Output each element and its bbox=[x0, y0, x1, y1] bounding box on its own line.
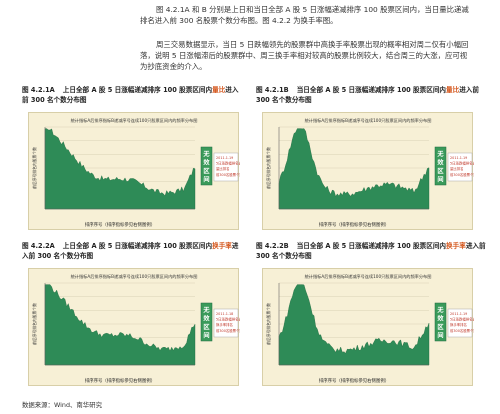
chart-title: 统计指标A后排序指标B递减序号连续100只股票区间内的频率分布图 bbox=[71, 273, 198, 280]
legend-invalid-char: 无 bbox=[202, 307, 210, 314]
chart-title: 统计指标A后排序指标B递减序号连续100只股票区间内的频率分布图 bbox=[305, 273, 432, 280]
annotation-text: 5日涨跌幅排名递减 bbox=[216, 161, 240, 166]
data-source-note: 数据来源：Wind、南华研究 bbox=[22, 401, 102, 409]
legend-invalid-char: 区 bbox=[203, 167, 210, 175]
annotation-text: 换手率排名 bbox=[216, 322, 233, 327]
legend-invalid-char: 间 bbox=[437, 176, 443, 184]
distribution-area bbox=[44, 284, 196, 366]
annotation-text: 2011.1.19 bbox=[450, 156, 467, 160]
annotation-text: 量比排名 bbox=[450, 166, 464, 171]
annotation-text: 5日涨跌幅排名递减 bbox=[216, 317, 240, 322]
annotation-box bbox=[213, 308, 239, 338]
chart-4-2-1a: 统计指标A后排序指标B递减序号连续100只股票区间内的频率分布图前后序号排名内股… bbox=[32, 117, 240, 228]
x-axis-label: 排序序号（排序指标参见右侧图例） bbox=[319, 221, 389, 228]
legend-invalid-char: 间 bbox=[203, 332, 209, 340]
y-axis-label: 前后序号排名内股票个数 bbox=[266, 147, 271, 189]
annotation-text: 5日涨跌幅排名递减 bbox=[450, 317, 474, 322]
y-axis-label: 前后序号排名内股票个数 bbox=[32, 147, 37, 189]
x-axis-label: 排序序号（排序指标参见右侧图例） bbox=[319, 377, 389, 384]
annotation-text: 2011.1.19 bbox=[216, 156, 233, 160]
annotation-text: 2011.1.18 bbox=[216, 312, 233, 316]
legend-invalid-box bbox=[434, 302, 447, 342]
chart-panel-4-2-1a: 统计指标A后排序指标B递减序号连续100只股票区间内的频率分布图前后序号排名内股… bbox=[28, 112, 240, 230]
legend-invalid-char: 无 bbox=[436, 307, 444, 314]
legend-invalid-box bbox=[200, 146, 213, 186]
chart-panel-4-2-2a: 统计指标A后排序指标B递减序号连续100只股票区间内的频率分布图前后序号排名内股… bbox=[28, 268, 240, 386]
x-axis-label: 排序序号（排序指标参见右侧图例） bbox=[85, 221, 155, 228]
x-axis-label: 排序序号（排序指标参见右侧图例） bbox=[85, 377, 155, 384]
distribution-area bbox=[278, 128, 430, 210]
distribution-area bbox=[278, 284, 430, 366]
legend-invalid-char: 无 bbox=[202, 151, 210, 158]
legend-invalid-box bbox=[434, 146, 447, 186]
chart-title: 统计指标A后排序指标B递减序号连续100只股票区间内的频率分布图 bbox=[71, 117, 198, 124]
annotation-box bbox=[213, 152, 239, 182]
chart-4-2-1b: 统计指标A后排序指标B递减序号连续100只股票区间内的频率分布图前后序号排名内股… bbox=[266, 117, 474, 228]
distribution-area bbox=[44, 128, 196, 210]
figure-title-4-2-2a: 图 4.2.2A 上日全部 A 股 5 日涨幅递减排序 100 股票区间内换手率进… bbox=[22, 242, 239, 260]
legend-invalid-char: 无 bbox=[436, 151, 444, 158]
legend-invalid-char: 区 bbox=[437, 167, 444, 175]
annotation-text: 量比排名 bbox=[216, 166, 230, 171]
annotation-box bbox=[447, 308, 473, 338]
figure-title-4-2-2b: 图 4.2.2B 当日全部 A 股 5 日涨幅递减排序 100 股票区间内换手率进… bbox=[256, 242, 486, 260]
figure-title-4-2-1b: 图 4.2.1B 当日全部 A 股 5 日涨幅递减排序 100 股票区间内量比进入… bbox=[256, 86, 479, 104]
paragraph-intro: 图 4.2.1A 和 B 分别是上日和当日全部 A 股 5 日涨幅递减排序 10… bbox=[140, 5, 469, 26]
chart-4-2-2b: 统计指标A后排序指标B递减序号连续100只股票区间内的频率分布图前后序号排名内股… bbox=[266, 273, 474, 384]
chart-panel-4-2-2b: 统计指标A后排序指标B递减序号连续100只股票区间内的频率分布图前后序号排名内股… bbox=[262, 268, 474, 386]
annotation-text: 5日涨跌幅排名递减 bbox=[450, 161, 474, 166]
figure-title-4-2-1a: 图 4.2.1A 上日全部 A 股 5 日涨幅递减排序 100 股票区间内量比进入… bbox=[22, 86, 239, 104]
legend-invalid-char: 间 bbox=[203, 176, 209, 184]
annotation-box bbox=[447, 152, 473, 182]
annotation-text: 2011.1.19 bbox=[450, 312, 467, 316]
legend-invalid-box bbox=[200, 302, 213, 342]
legend-invalid-char: 间 bbox=[437, 332, 443, 340]
chart-4-2-2a: 统计指标A后排序指标B递减序号连续100只股票区间内的频率分布图前后序号排名内股… bbox=[32, 273, 240, 384]
annotation-text: 换手率排名 bbox=[450, 322, 467, 327]
paragraph-analysis: 周三交易数据显示，当日 5 日跌幅领先的股票群中高换手率股票出现的概率相对周二仅… bbox=[140, 40, 469, 72]
y-axis-label: 前后序号排名内股票个数 bbox=[266, 303, 271, 345]
y-axis-label: 前后序号排名内股票个数 bbox=[32, 303, 37, 345]
legend-invalid-char: 效 bbox=[437, 159, 444, 167]
legend-invalid-char: 区 bbox=[203, 323, 210, 331]
legend-invalid-char: 效 bbox=[203, 159, 210, 167]
legend-invalid-char: 区 bbox=[437, 323, 444, 331]
chart-panel-4-2-1b: 统计指标A后排序指标B递减序号连续100只股票区间内的频率分布图前后序号排名内股… bbox=[262, 112, 474, 230]
legend-invalid-char: 效 bbox=[437, 315, 444, 323]
legend-invalid-char: 效 bbox=[203, 315, 210, 323]
chart-title: 统计指标A后排序指标B递减序号连续100只股票区间内的频率分布图 bbox=[305, 117, 432, 124]
